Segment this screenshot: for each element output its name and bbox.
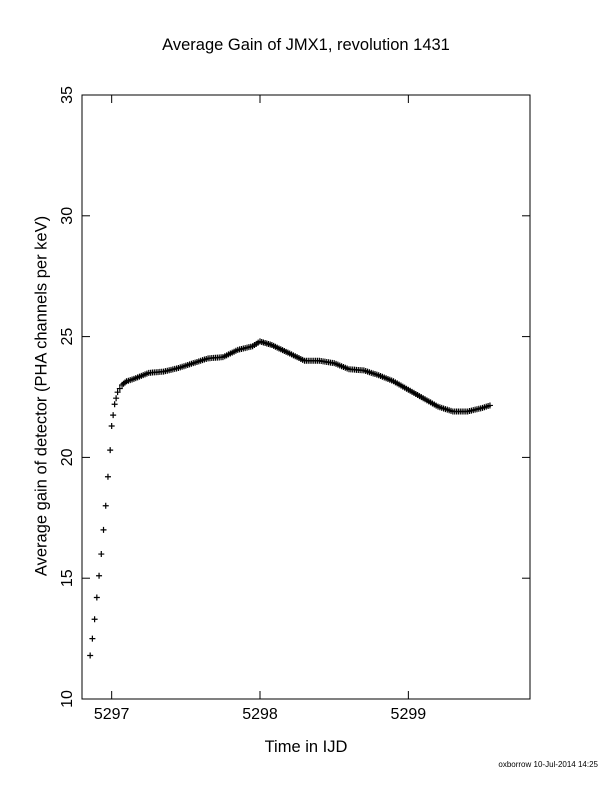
data-point bbox=[486, 402, 493, 409]
y-tick-label: 35 bbox=[59, 86, 76, 104]
chart-title: Average Gain of JMX1, revolution 1431 bbox=[162, 36, 450, 54]
data-point bbox=[89, 635, 96, 642]
data-point bbox=[108, 422, 115, 429]
y-tick-label: 20 bbox=[59, 448, 76, 466]
data-point bbox=[110, 412, 117, 419]
footer-credit: oxborrow 10-Jul-2014 14:25 bbox=[498, 760, 598, 769]
data-point bbox=[102, 502, 109, 509]
x-tick-label: 5299 bbox=[391, 706, 427, 723]
x-tick-label: 5298 bbox=[242, 706, 278, 723]
data-point bbox=[116, 385, 123, 392]
data-point bbox=[100, 526, 107, 533]
plot-frame bbox=[81, 94, 531, 700]
data-point bbox=[96, 572, 103, 579]
data-point bbox=[104, 473, 111, 480]
data-point bbox=[91, 616, 98, 623]
y-tick-label: 10 bbox=[59, 690, 76, 708]
data-point bbox=[111, 401, 118, 408]
y-tick-label: 25 bbox=[59, 328, 76, 346]
data-point bbox=[93, 594, 100, 601]
y-tick-label: 15 bbox=[59, 569, 76, 587]
data-point bbox=[87, 652, 94, 659]
data-point bbox=[107, 447, 114, 454]
x-axis-label: Time in IJD bbox=[264, 738, 348, 756]
y-tick-label: 30 bbox=[59, 207, 76, 225]
data-point bbox=[98, 551, 105, 558]
data-point bbox=[114, 389, 121, 396]
data-point bbox=[113, 395, 120, 402]
x-tick-label: 5297 bbox=[94, 706, 130, 723]
